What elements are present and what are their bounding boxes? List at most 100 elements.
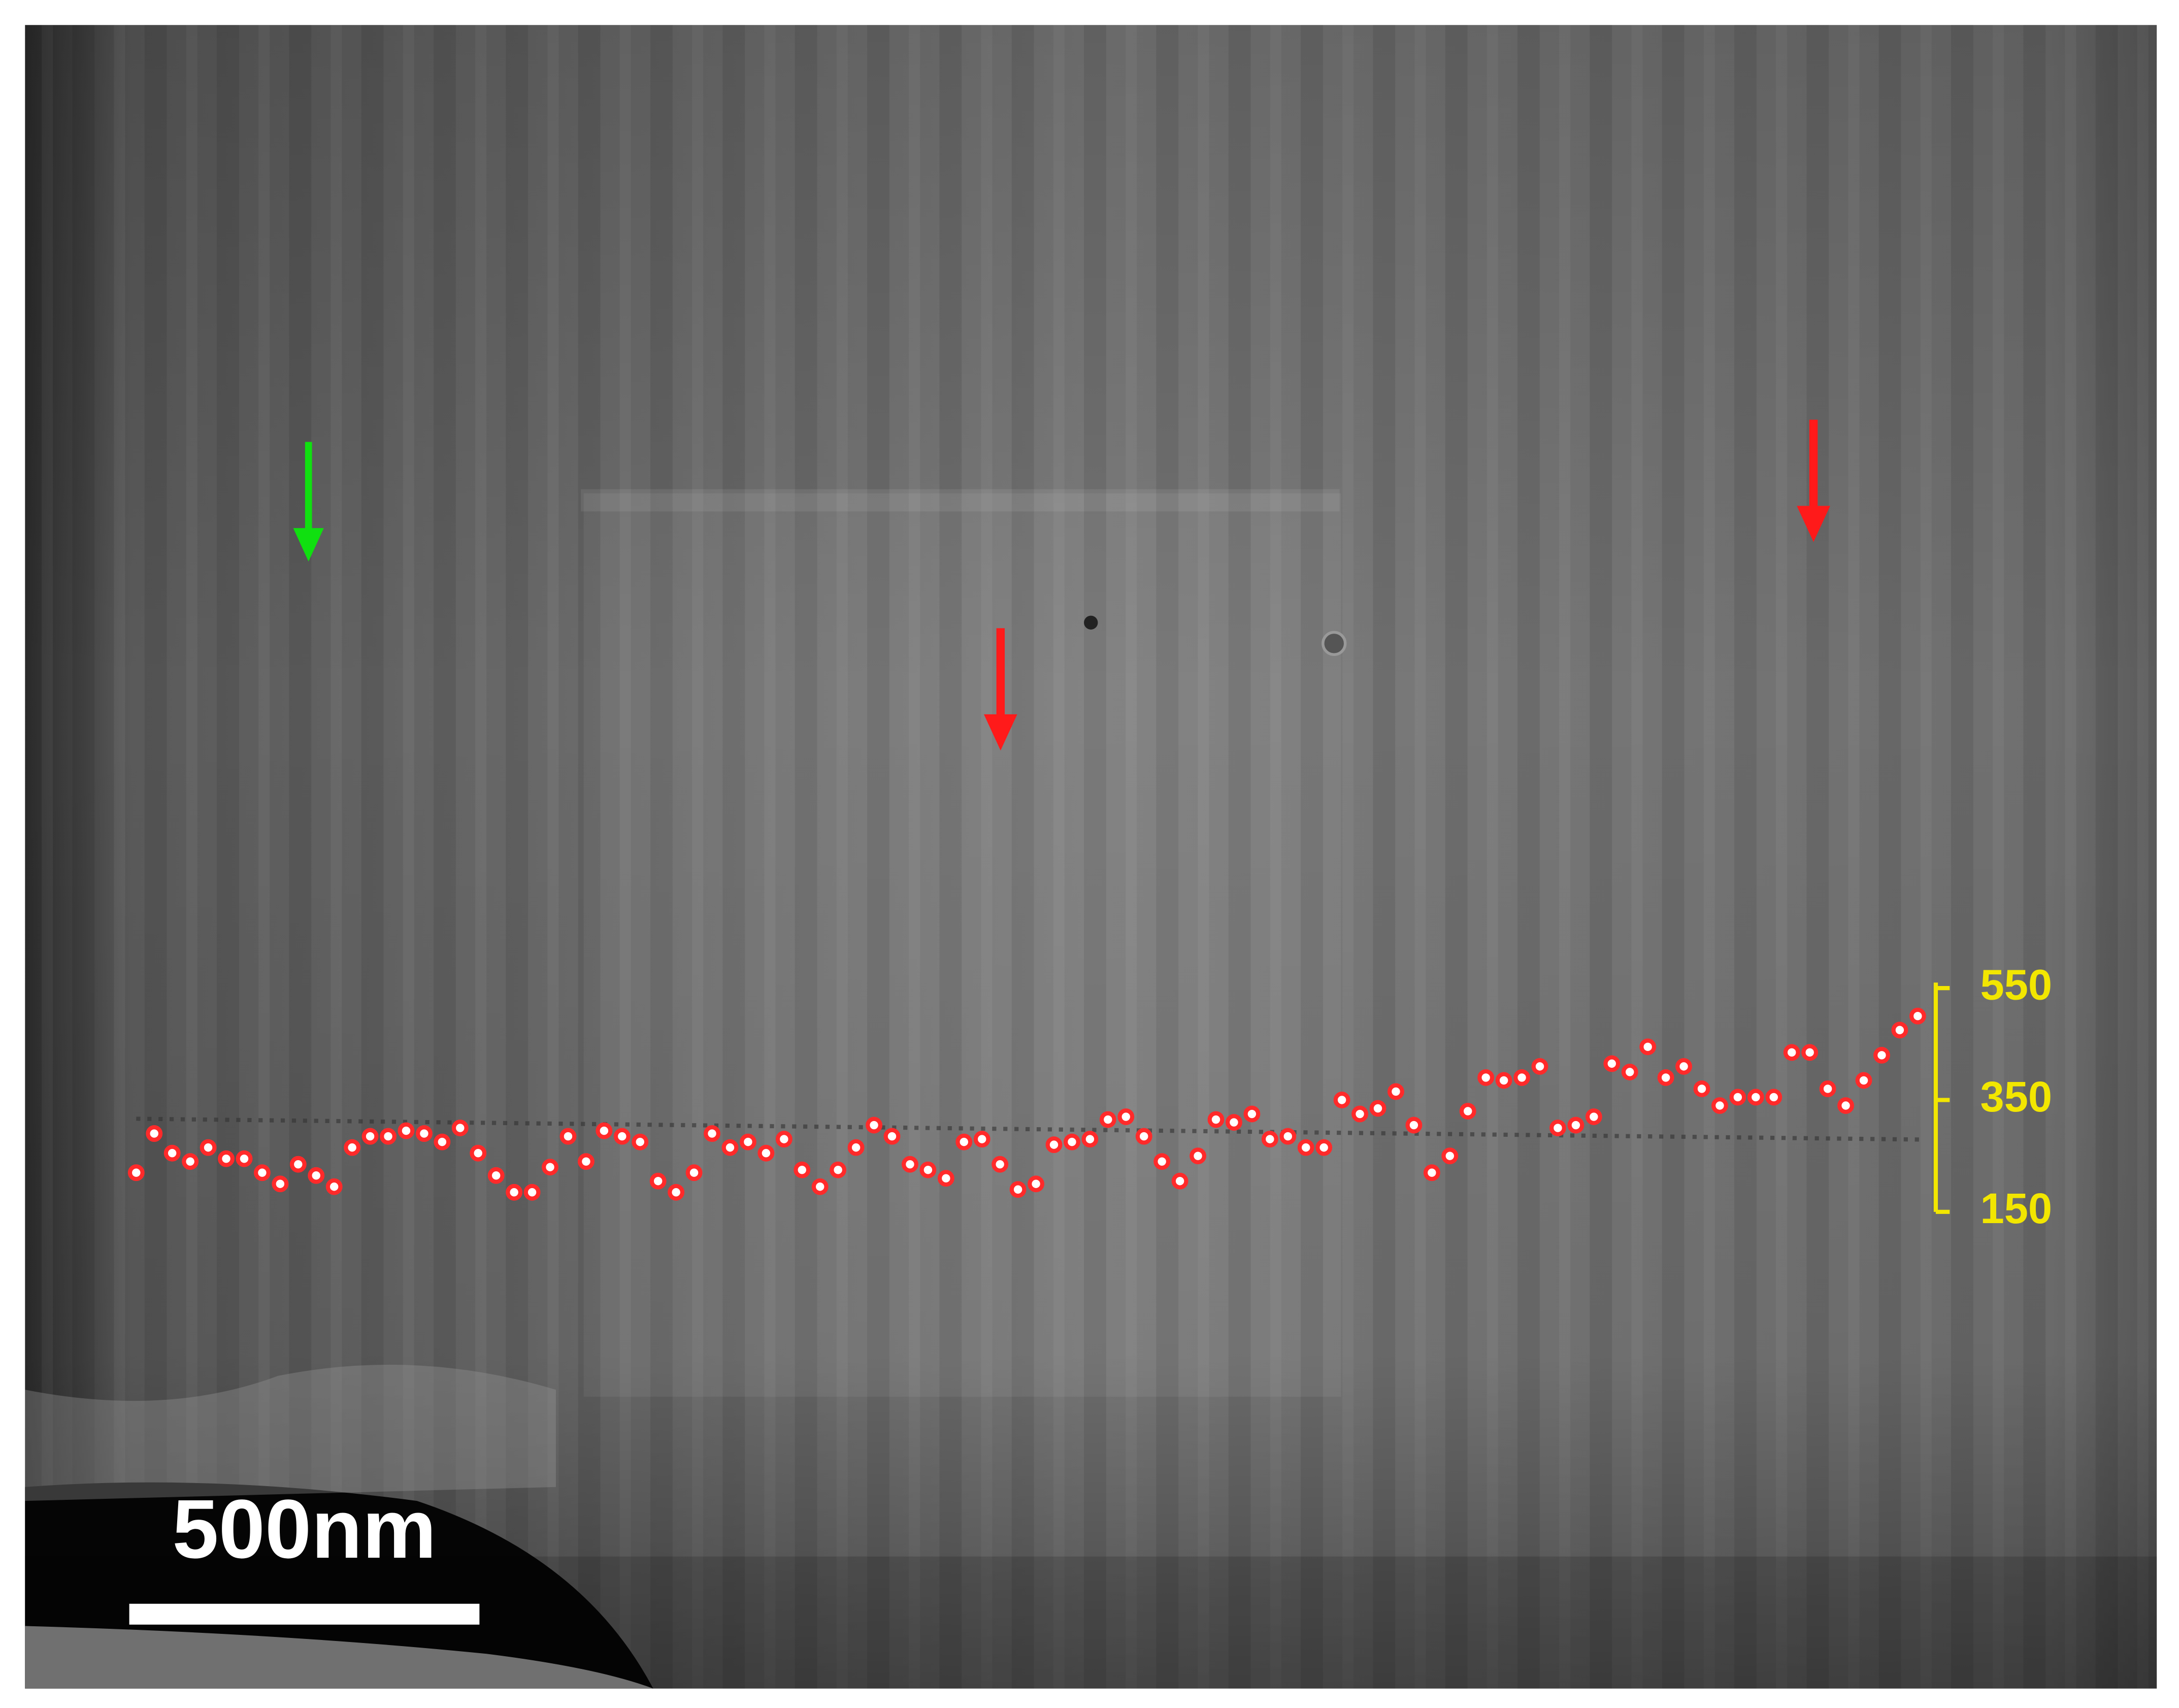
data-point (218, 1150, 235, 1167)
data-point (613, 1128, 631, 1145)
data-point (1639, 1038, 1657, 1056)
data-point (919, 1161, 937, 1178)
data-point (163, 1144, 181, 1162)
data-point (1801, 1044, 1819, 1061)
data-point (325, 1178, 343, 1195)
data-point (1549, 1120, 1566, 1136)
data-point (757, 1144, 775, 1162)
data-point (1909, 1007, 1926, 1025)
data-point (1621, 1063, 1638, 1080)
scale-bar-label: 500nm (172, 1482, 436, 1575)
data-point (830, 1161, 847, 1178)
data-point (1603, 1055, 1621, 1072)
data-point (1081, 1131, 1099, 1148)
data-point (721, 1139, 739, 1156)
data-point (775, 1131, 793, 1148)
data-point (1441, 1147, 1459, 1165)
data-point (1711, 1097, 1728, 1114)
data-point (1028, 1175, 1044, 1193)
data-point (847, 1139, 865, 1156)
data-point (577, 1153, 595, 1170)
data-point (1388, 1083, 1404, 1100)
data-point (1153, 1153, 1171, 1170)
data-point (1261, 1131, 1278, 1148)
data-point (1351, 1105, 1368, 1123)
data-point (1207, 1111, 1225, 1128)
data-point (866, 1116, 882, 1134)
data-point (811, 1178, 829, 1195)
data-point (1837, 1097, 1855, 1114)
data-point (1585, 1108, 1602, 1125)
data-point (1045, 1136, 1063, 1154)
data-point (415, 1125, 433, 1142)
data-point (1064, 1133, 1080, 1151)
data-point (1531, 1058, 1548, 1075)
data-point (506, 1184, 523, 1201)
data-point (1297, 1139, 1314, 1156)
data-point (1423, 1164, 1440, 1181)
data-point (1657, 1069, 1674, 1086)
data-point (883, 1128, 901, 1145)
data-point (1729, 1089, 1746, 1106)
data-point (937, 1170, 954, 1187)
data-point (902, 1156, 918, 1173)
data-point (632, 1133, 649, 1151)
data-point (146, 1125, 163, 1142)
data-point (523, 1184, 541, 1201)
data-point (1243, 1105, 1261, 1123)
data-point (182, 1153, 199, 1170)
data-point (1693, 1080, 1710, 1097)
data-point (1459, 1103, 1476, 1120)
data-point (289, 1156, 307, 1173)
data-point (1819, 1080, 1836, 1097)
data-point (308, 1167, 325, 1184)
data-point (649, 1172, 667, 1190)
data-point (1369, 1100, 1386, 1117)
data-point (127, 1164, 145, 1181)
y-tick-label: 150 (1980, 1184, 2053, 1232)
data-point (1873, 1046, 1890, 1064)
data-point (794, 1161, 811, 1178)
data-point (1477, 1069, 1495, 1086)
data-point (1171, 1172, 1188, 1190)
data-point (380, 1128, 397, 1145)
data-point (200, 1139, 217, 1156)
data-point (361, 1128, 379, 1145)
data-point (1783, 1044, 1800, 1061)
data-point (740, 1133, 756, 1151)
data-point (1099, 1111, 1116, 1128)
data-point (1405, 1116, 1423, 1134)
data-point (1495, 1072, 1512, 1089)
data-point (1226, 1114, 1242, 1131)
data-point (704, 1125, 720, 1142)
data-point (398, 1122, 415, 1139)
data-point (344, 1139, 361, 1156)
y-tick-label: 550 (1980, 961, 2053, 1009)
y-tick-label: 350 (1980, 1072, 2053, 1121)
data-point (1315, 1139, 1333, 1156)
data-point (596, 1122, 613, 1139)
data-point (487, 1167, 505, 1184)
data-point (973, 1131, 991, 1148)
data-point (1279, 1128, 1297, 1145)
data-point (1135, 1128, 1152, 1145)
data-point (451, 1120, 469, 1136)
micrograph (25, 25, 2157, 1689)
data-point (1855, 1072, 1872, 1089)
data-point (434, 1133, 451, 1151)
data-point (542, 1159, 558, 1176)
data-point (1513, 1069, 1530, 1086)
data-point (559, 1128, 577, 1145)
data-point (272, 1175, 289, 1193)
data-point (992, 1156, 1009, 1173)
data-point (1765, 1089, 1782, 1106)
data-point (1009, 1181, 1027, 1198)
scale-bar (129, 1603, 480, 1625)
data-point (1891, 1022, 1908, 1039)
data-point (668, 1184, 685, 1201)
data-point (253, 1164, 271, 1181)
data-point (1190, 1147, 1206, 1165)
data-point (470, 1144, 487, 1162)
data-point (236, 1150, 253, 1167)
